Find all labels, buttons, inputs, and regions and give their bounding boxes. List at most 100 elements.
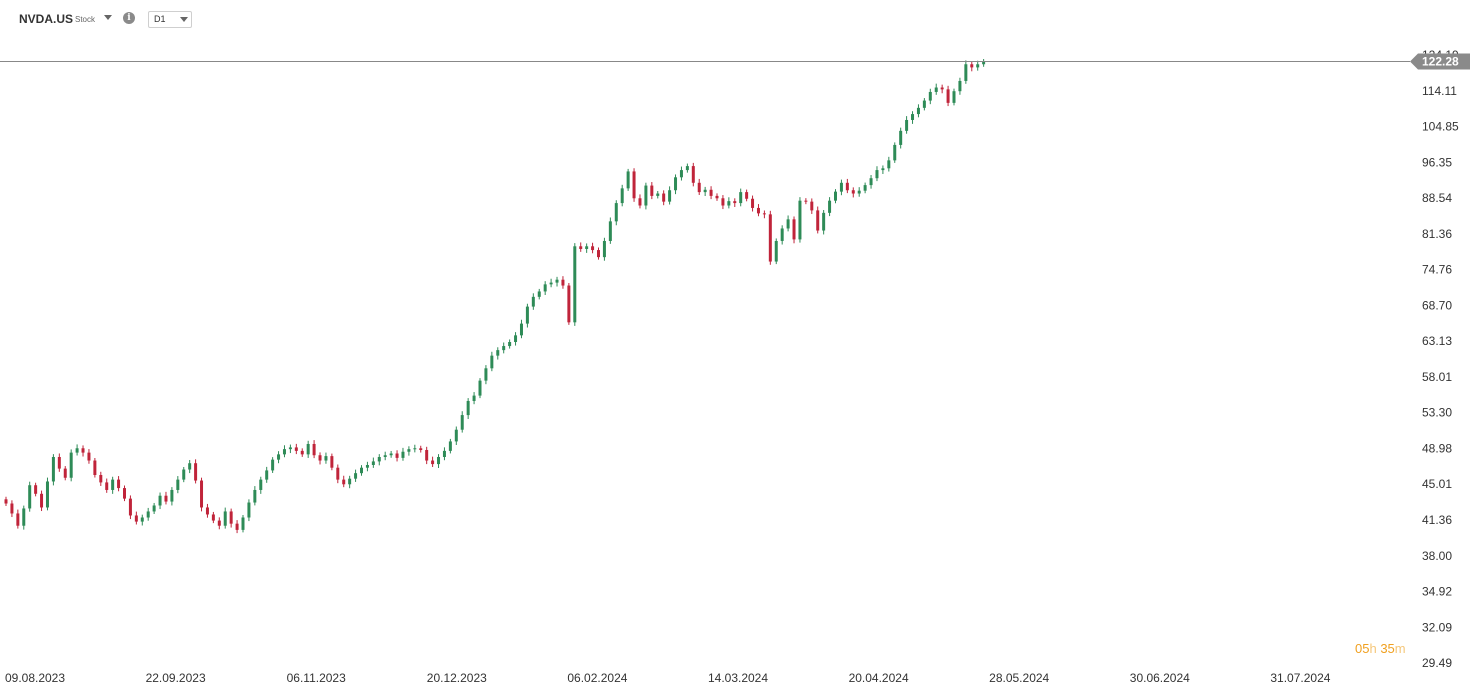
y-tick-label: 104.85 <box>1422 120 1459 134</box>
candle <box>573 243 577 326</box>
candle-body <box>448 441 452 451</box>
candle <box>561 276 565 289</box>
candle <box>87 449 91 464</box>
candle <box>360 465 363 476</box>
candle <box>768 210 772 265</box>
candle <box>342 475 346 488</box>
candle-body <box>75 448 79 453</box>
candle-body <box>982 61 986 65</box>
candle-body <box>916 107 920 115</box>
candle <box>478 378 482 399</box>
candle-body <box>247 502 251 518</box>
candle-body <box>312 443 316 456</box>
candle-body <box>632 171 636 199</box>
candle-body <box>176 479 180 490</box>
candle <box>205 503 209 518</box>
x-tick-label: 28.05.2024 <box>989 671 1049 685</box>
candle-body <box>608 221 612 241</box>
candle <box>798 197 802 243</box>
candle <box>638 194 642 209</box>
y-tick-label: 32.09 <box>1422 620 1452 634</box>
y-tick-label: 63.13 <box>1422 334 1452 348</box>
candle <box>300 448 304 457</box>
candle-body <box>839 182 843 192</box>
candle-body <box>336 467 340 480</box>
candle-body <box>614 203 618 222</box>
candle-body <box>401 451 405 458</box>
candle <box>128 495 132 520</box>
candle <box>591 242 595 254</box>
candle <box>200 477 204 512</box>
instrument-type-label: Stock <box>75 15 96 24</box>
x-tick-label: 22.09.2023 <box>146 671 206 685</box>
candle-body <box>940 87 944 90</box>
candle <box>460 411 464 433</box>
candle-body <box>709 189 713 196</box>
candle <box>804 198 808 205</box>
candle-body <box>205 507 209 515</box>
candle-body <box>81 448 85 453</box>
candle-body <box>857 190 861 194</box>
candle <box>774 238 778 265</box>
candle-body <box>751 198 755 208</box>
date-axis: 09.08.2023 22.09.2023 06.11.2023 20.12.2023… <box>5 671 1331 685</box>
candle-body <box>656 193 660 196</box>
symbol-label[interactable]: NVDA.US <box>19 12 74 26</box>
candle <box>241 514 245 533</box>
candle-body <box>123 488 126 499</box>
candle-body <box>437 456 441 465</box>
candle-body <box>822 212 826 231</box>
candle-body <box>845 182 849 191</box>
info-icon[interactable]: i <box>123 12 135 24</box>
candle-body <box>51 456 55 482</box>
candle <box>194 459 198 484</box>
candle-body <box>519 323 523 336</box>
candle <box>976 60 980 71</box>
candle <box>75 444 79 456</box>
candle <box>365 461 369 472</box>
candle-body <box>140 517 144 522</box>
symbol-dropdown-chevron-down-icon[interactable] <box>104 15 112 20</box>
candle <box>792 216 796 244</box>
candle <box>899 127 903 149</box>
candle-body <box>442 450 446 457</box>
candle <box>253 486 257 506</box>
candle <box>93 458 97 478</box>
candle-body <box>762 213 766 215</box>
candle <box>845 178 849 194</box>
candle-body <box>146 511 150 518</box>
candle-body <box>875 170 879 179</box>
candle <box>69 449 73 482</box>
candle-body <box>780 228 784 241</box>
timeframe-select[interactable]: D1 <box>148 11 192 28</box>
candle <box>679 166 683 181</box>
candle-body <box>93 460 97 475</box>
timeframe-chevron-down-icon[interactable] <box>180 17 188 22</box>
candle-body <box>585 246 589 249</box>
candle-body <box>182 469 186 480</box>
candle-body <box>253 489 257 503</box>
candle <box>348 475 352 489</box>
candle-body <box>697 182 701 193</box>
candle-body <box>223 511 227 526</box>
candle-body <box>668 190 672 202</box>
candle <box>751 195 755 212</box>
y-tick-label: 68.70 <box>1422 298 1452 312</box>
candle-body <box>946 89 950 103</box>
candle-body <box>869 178 873 186</box>
candle <box>318 452 322 465</box>
candle <box>22 505 26 530</box>
y-tick-label: 96.35 <box>1422 155 1452 169</box>
candle-body <box>496 350 500 356</box>
candle-body <box>591 246 595 251</box>
candle <box>294 443 298 455</box>
candle <box>650 182 654 200</box>
candle <box>484 365 488 385</box>
candle-body <box>217 520 221 526</box>
candle <box>928 88 932 105</box>
candle <box>626 168 630 191</box>
candle-body <box>739 192 743 204</box>
y-tick-label: 114.11 <box>1422 84 1457 98</box>
x-tick-label: 09.08.2023 <box>5 671 65 685</box>
